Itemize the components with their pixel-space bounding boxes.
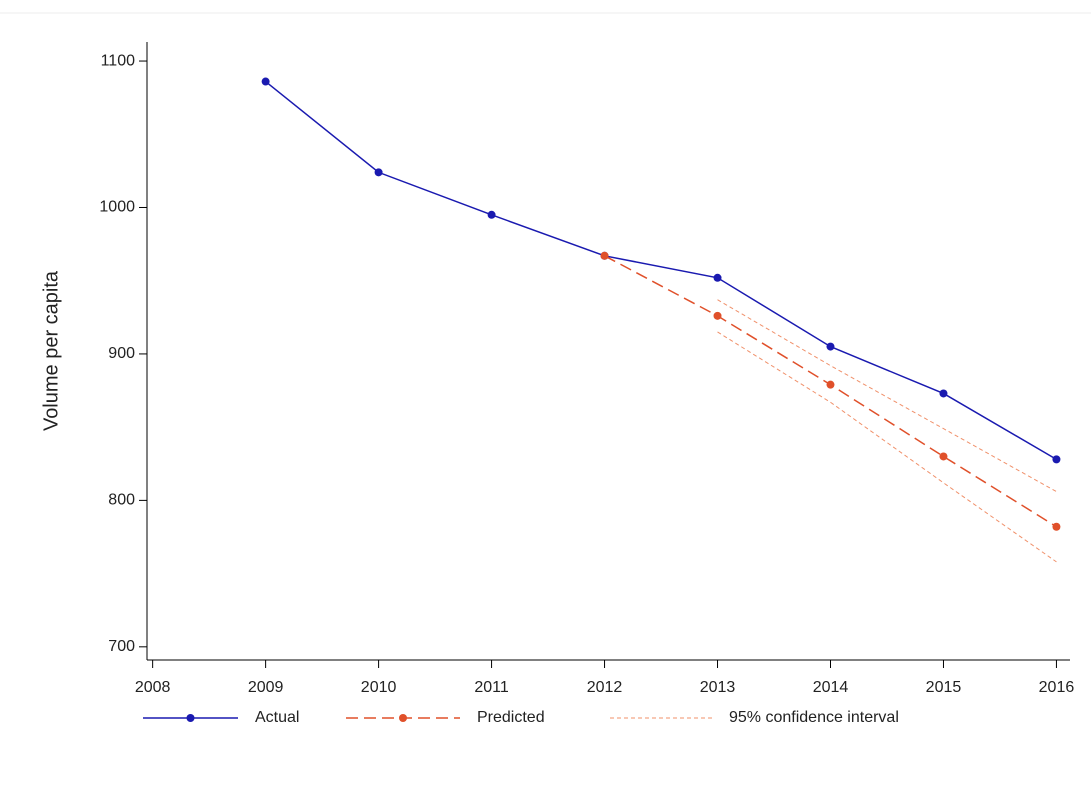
- x-tick-label: 2015: [926, 679, 962, 696]
- y-tick-label: 700: [108, 638, 135, 655]
- point: [826, 380, 835, 389]
- point: [713, 311, 722, 320]
- legend-label: Actual: [255, 709, 299, 726]
- x-tick-label: 2010: [361, 679, 397, 696]
- series-line: [265, 80, 1057, 461]
- legend-marker: [399, 714, 407, 722]
- y-axis-label: Volume per capita: [40, 270, 62, 431]
- point: [487, 210, 496, 219]
- point: [1052, 455, 1061, 464]
- y-tick-label: 1000: [99, 199, 135, 216]
- x-tick-label: 2011: [474, 679, 509, 696]
- series-line: [717, 299, 1057, 493]
- point: [374, 168, 383, 177]
- x-tick-label: 2014: [813, 679, 849, 696]
- legend-label: 95% confidence interval: [729, 709, 899, 726]
- x-tick-label: 2012: [587, 679, 623, 696]
- point: [1052, 522, 1061, 531]
- y-tick-label: 1100: [101, 52, 136, 69]
- point: [939, 389, 948, 398]
- y-tick-label: 900: [108, 345, 135, 362]
- x-tick-label: 2016: [1039, 679, 1075, 696]
- series-line: [604, 255, 1057, 528]
- point: [261, 77, 270, 86]
- legend-label: Predicted: [477, 709, 545, 726]
- legend-marker: [186, 714, 195, 722]
- x-tick-label: 2009: [248, 679, 284, 696]
- x-tick-label: 2013: [700, 679, 736, 696]
- point: [939, 452, 948, 461]
- series-line: [717, 331, 1057, 563]
- y-tick-label: 800: [108, 492, 135, 509]
- point: [713, 273, 722, 282]
- x-tick-label: 2008: [135, 679, 171, 696]
- point: [600, 251, 609, 260]
- point: [826, 342, 835, 351]
